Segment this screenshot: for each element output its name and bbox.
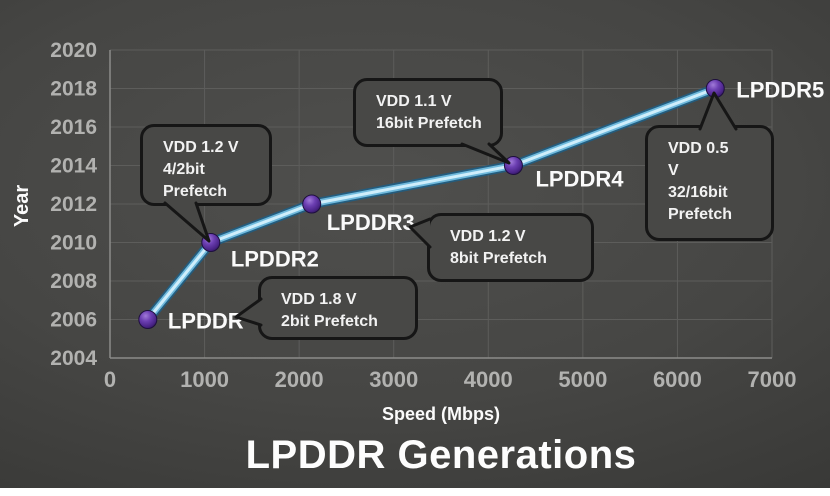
y-tick-label: 2016: [50, 116, 97, 139]
callout-text-line: VDD 1.1 V: [376, 93, 452, 110]
callout-text-line: Prefetch: [668, 206, 733, 223]
x-tick-label: 4000: [464, 367, 513, 392]
data-point-lpddr4: [503, 156, 523, 175]
chart-title: LPDDR Generations: [245, 433, 637, 477]
x-tick-label: 1000: [180, 367, 229, 392]
point-label-lpddr2: LPDDR2: [231, 247, 319, 272]
y-tick-label: 2010: [50, 232, 97, 255]
x-tick-label: 0: [104, 367, 116, 392]
data-point-lpddr3: [302, 194, 322, 214]
x-tick-label: 3000: [369, 367, 418, 392]
callout-text-line: VDD 1.8 V: [281, 291, 357, 308]
point-label-lpddr5: LPDDR5: [736, 78, 824, 103]
y-axis-title: Year: [11, 184, 33, 228]
y-tick-label: 2006: [50, 309, 97, 332]
data-point-lpddr: [138, 310, 158, 329]
x-tick-label: 7000: [748, 367, 797, 392]
callout-lpddr: VDD 1.8 V 2bit Prefetch: [258, 276, 418, 340]
callout-lpddr5: VDD 0.5 V 32/16bit Prefetch: [645, 125, 774, 241]
x-tick-label: 2000: [275, 367, 324, 392]
callout-lpddr4: VDD 1.1 V 16bit Prefetch: [353, 78, 503, 147]
callout-text-line: Prefetch: [163, 183, 228, 200]
y-tick-label: 2008: [50, 270, 97, 293]
y-tick-label: 2012: [50, 193, 97, 216]
callout-lpddr2: VDD 1.2 V 4/2bit Prefetch: [140, 124, 272, 206]
callout-text-line: 32/16bit: [668, 184, 728, 201]
y-tick-label: 2020: [50, 39, 97, 62]
callout-text-line: 8bit Prefetch: [450, 250, 547, 267]
callout-text-line: VDD 1.2 V: [450, 228, 526, 245]
data-point-lpddr5: [705, 79, 725, 98]
y-tick-label: 2018: [50, 78, 97, 101]
data-point-lpddr2: [201, 233, 221, 252]
x-tick-label: 6000: [653, 367, 702, 392]
callout-text-line: VDD 0.5: [668, 140, 729, 157]
y-tick-label: 2014: [50, 155, 97, 178]
x-tick-label: 5000: [558, 367, 607, 392]
callout-text-line: 16bit Prefetch: [376, 115, 482, 132]
callout-text-line: 4/2bit: [163, 161, 205, 178]
y-tick-label: 2004: [50, 347, 97, 370]
callout-text-line: V: [668, 162, 679, 179]
callout-text-line: VDD 1.2 V: [163, 139, 239, 156]
point-label-lpddr: LPDDR: [168, 309, 244, 334]
callout-text-line: 2bit Prefetch: [281, 313, 378, 330]
x-axis-title: Speed (Mbps): [381, 404, 500, 424]
point-label-lpddr3: LPDDR3: [327, 210, 415, 235]
callout-lpddr3: VDD 1.2 V 8bit Prefetch: [427, 213, 594, 282]
point-label-lpddr4: LPDDR4: [535, 167, 624, 192]
